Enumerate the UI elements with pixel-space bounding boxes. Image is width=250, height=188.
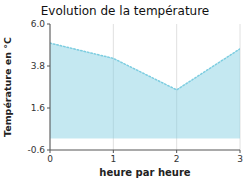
plot-area bbox=[50, 43, 240, 138]
grid-line-x bbox=[50, 24, 51, 150]
x-tick-label: 0 bbox=[47, 154, 53, 164]
x-axis-label: heure par heure bbox=[99, 167, 190, 178]
x-tick bbox=[240, 150, 241, 153]
x-tick-label: 1 bbox=[110, 154, 116, 164]
y-axis-line bbox=[50, 24, 51, 150]
chart-container: 0 1 2 3 -0.6 1.6 3.8 6.0 heure par heure Températ… bbox=[0, 0, 250, 188]
y-tick-label: -0.6 bbox=[27, 145, 45, 155]
y-axis-label: Température en °C bbox=[2, 37, 13, 137]
x-tick-label: 2 bbox=[174, 154, 180, 164]
y-tick bbox=[47, 24, 50, 25]
y-tick-label: 3.8 bbox=[31, 61, 46, 71]
y-tick bbox=[47, 150, 50, 151]
x-tick-label: 3 bbox=[237, 154, 243, 164]
x-tick bbox=[176, 150, 177, 153]
y-tick-label: 6.0 bbox=[31, 19, 46, 29]
x-axis-line bbox=[50, 150, 240, 151]
y-tick-label: 1.6 bbox=[31, 103, 46, 113]
chart-svg: 0 1 2 3 -0.6 1.6 3.8 6.0 heure par heure Températ… bbox=[0, 0, 250, 188]
chart-title: Evolution de la température bbox=[41, 4, 210, 18]
area-line bbox=[50, 43, 240, 90]
x-tick bbox=[113, 150, 114, 153]
area-fill bbox=[50, 43, 240, 138]
y-tick bbox=[47, 108, 50, 109]
y-tick bbox=[47, 66, 50, 67]
